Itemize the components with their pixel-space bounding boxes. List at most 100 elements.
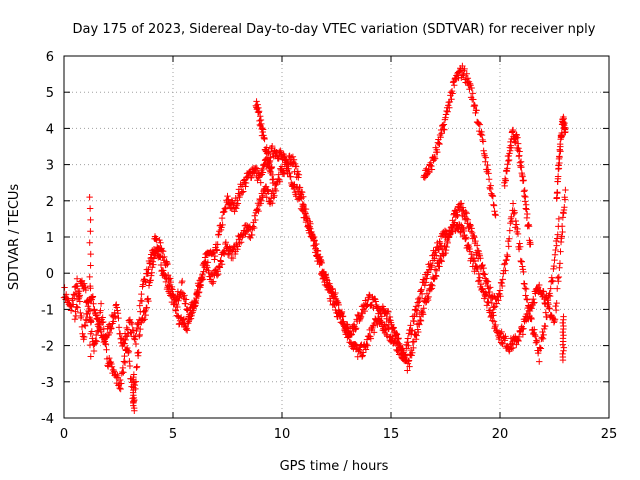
data-point: [527, 241, 534, 248]
data-point: [508, 144, 515, 152]
data-point: [87, 228, 94, 235]
data-point: [255, 108, 263, 115]
data-point: [122, 336, 129, 344]
data-point: [464, 220, 471, 227]
data-point: [259, 165, 266, 173]
y-tick-label: 6: [46, 50, 54, 65]
data-point: [348, 331, 355, 338]
data-point: [251, 212, 258, 219]
data-point: [475, 120, 482, 127]
y-tick-label: 3: [46, 159, 54, 174]
data-point: [303, 215, 311, 223]
data-point: [513, 341, 520, 348]
data-point: [504, 342, 511, 350]
data-point: [492, 212, 499, 219]
data-point: [194, 293, 202, 300]
data-points: [60, 62, 569, 414]
data-point: [428, 281, 435, 288]
data-point: [263, 194, 270, 201]
data-point: [485, 170, 492, 177]
data-point: [550, 262, 558, 270]
data-point: [145, 297, 152, 305]
data-point: [132, 340, 140, 348]
data-point: [255, 207, 262, 215]
data-point: [556, 264, 563, 271]
data-point: [234, 243, 242, 250]
data-point: [318, 259, 325, 267]
data-point: [275, 171, 282, 178]
data-point: [89, 335, 96, 342]
data-point: [547, 285, 554, 292]
data-point: [72, 308, 79, 315]
data-point: [562, 186, 569, 194]
data-point: [197, 281, 204, 288]
data-point: [222, 205, 229, 212]
data-point: [257, 179, 264, 186]
data-point: [263, 150, 271, 157]
data-point: [133, 363, 141, 370]
data-point: [78, 312, 85, 320]
data-point: [428, 166, 436, 173]
data-point: [90, 307, 98, 314]
data-point: [126, 358, 133, 365]
data-point: [404, 335, 412, 342]
data-point: [253, 165, 261, 172]
data-point: [154, 252, 161, 259]
data-point: [131, 336, 139, 343]
data-point: [187, 315, 195, 322]
data-point: [211, 256, 218, 263]
axis-ticks: 0 5 10 15 20 25 -4 -3 -2 -1 0 1 2 3 4 5 6: [41, 50, 617, 442]
data-point: [562, 128, 569, 136]
data-point: [514, 337, 522, 344]
data-point: [144, 270, 152, 277]
data-point: [555, 165, 563, 172]
x-tick-label: 5: [169, 427, 177, 442]
data-point: [448, 224, 456, 232]
data-point: [546, 290, 553, 297]
data-point: [87, 262, 94, 269]
data-point: [499, 340, 506, 348]
data-point: [468, 251, 475, 258]
data-point: [179, 277, 186, 285]
data-point: [142, 311, 149, 319]
data-point: [108, 360, 115, 368]
data-point: [554, 189, 561, 197]
data-point: [539, 335, 547, 342]
data-point: [478, 285, 486, 292]
data-point: [123, 324, 130, 332]
data-point: [444, 239, 451, 247]
data-point: [237, 239, 245, 246]
data-point: [175, 297, 182, 304]
data-point: [294, 168, 302, 175]
data-point: [175, 294, 183, 301]
data-point: [224, 192, 231, 200]
data-point: [361, 307, 369, 315]
data-point: [533, 337, 540, 344]
data-point: [243, 227, 251, 235]
data-point: [551, 256, 558, 264]
data-point: [501, 260, 509, 267]
data-point: [559, 228, 566, 236]
data-point: [362, 346, 370, 353]
data-point: [438, 258, 445, 265]
data-point: [449, 217, 456, 224]
data-point: [501, 182, 508, 190]
data-point: [442, 246, 450, 254]
data-point: [164, 271, 172, 279]
data-point: [505, 243, 512, 250]
data-point: [473, 264, 481, 271]
data-point: [119, 364, 127, 372]
data-point: [497, 293, 504, 300]
data-point: [517, 257, 524, 265]
data-point: [506, 147, 514, 154]
data-point: [536, 358, 543, 365]
data-point: [480, 147, 487, 154]
data-point: [218, 260, 226, 268]
data-point: [121, 352, 128, 360]
data-point: [442, 249, 449, 257]
data-point: [101, 336, 108, 343]
data-point: [183, 327, 191, 334]
data-point: [477, 281, 485, 288]
